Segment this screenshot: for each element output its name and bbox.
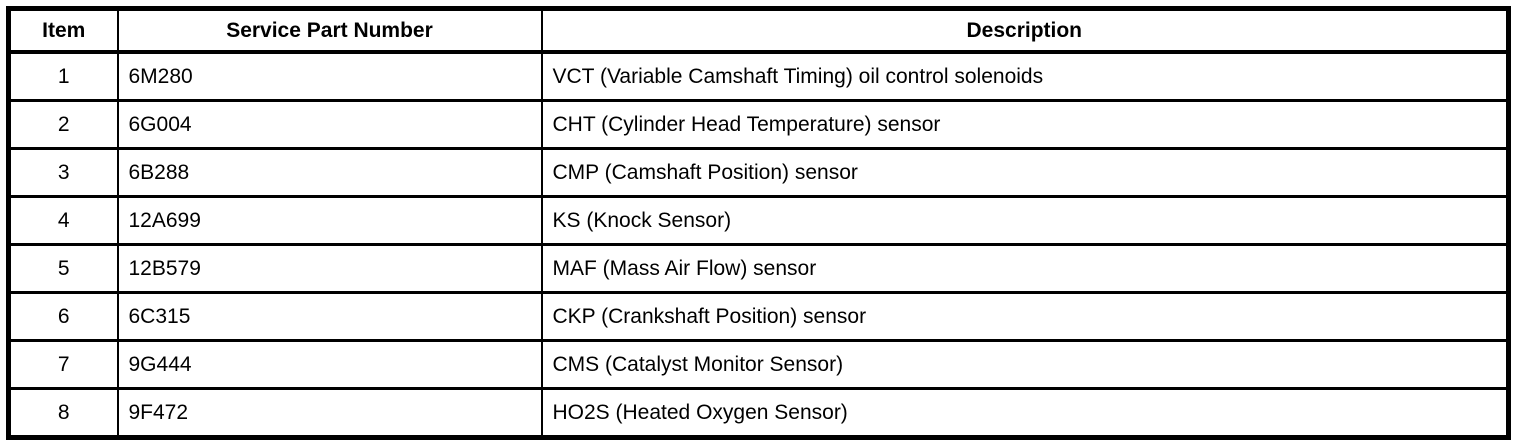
cell-item: 8 — [7, 387, 119, 439]
cell-part-number: 6G004 — [116, 99, 543, 150]
table-row: 2 6G004 CHT (Cylinder Head Temperature) … — [7, 99, 1510, 150]
cell-part-number: 6M280 — [116, 50, 543, 102]
cell-item: 5 — [7, 243, 119, 294]
cell-item: 4 — [7, 195, 119, 246]
cell-item: 1 — [7, 50, 119, 102]
cell-description: HO2S (Heated Oxygen Sensor) — [540, 387, 1510, 439]
cell-part-number: 12A699 — [116, 195, 543, 246]
cell-description: CHT (Cylinder Head Temperature) sensor — [540, 99, 1510, 150]
table-row: 6 6C315 CKP (Crankshaft Position) sensor — [7, 291, 1510, 342]
cell-item: 2 — [7, 99, 119, 150]
cell-item: 3 — [7, 147, 119, 198]
table-row: 1 6M280 VCT (Variable Camshaft Timing) o… — [7, 50, 1510, 102]
cell-description: CKP (Crankshaft Position) sensor — [540, 291, 1510, 342]
header-row: Item Service Part Number Description — [7, 7, 1510, 54]
table-row: 4 12A699 KS (Knock Sensor) — [7, 195, 1510, 246]
cell-item: 7 — [7, 339, 119, 390]
column-header-item: Item — [7, 7, 119, 54]
cell-description: MAF (Mass Air Flow) sensor — [540, 243, 1510, 294]
cell-description: VCT (Variable Camshaft Timing) oil contr… — [540, 50, 1510, 102]
cell-item: 6 — [7, 291, 119, 342]
cell-part-number: 12B579 — [116, 243, 543, 294]
cell-part-number: 6C315 — [116, 291, 543, 342]
cell-description: CMP (Camshaft Position) sensor — [540, 147, 1510, 198]
cell-part-number: 9G444 — [116, 339, 543, 390]
cell-description: CMS (Catalyst Monitor Sensor) — [540, 339, 1510, 390]
column-header-part-number: Service Part Number — [116, 7, 543, 54]
cell-part-number: 6B288 — [116, 147, 543, 198]
cell-description: KS (Knock Sensor) — [540, 195, 1510, 246]
table-row: 3 6B288 CMP (Camshaft Position) sensor — [7, 147, 1510, 198]
table-row: 5 12B579 MAF (Mass Air Flow) sensor — [7, 243, 1510, 294]
service-parts-table: Item Service Part Number Description 1 6… — [6, 6, 1511, 440]
cell-part-number: 9F472 — [116, 387, 543, 439]
table-row: 7 9G444 CMS (Catalyst Monitor Sensor) — [7, 339, 1510, 390]
table-row: 8 9F472 HO2S (Heated Oxygen Sensor) — [7, 387, 1510, 439]
column-header-description: Description — [540, 7, 1510, 54]
